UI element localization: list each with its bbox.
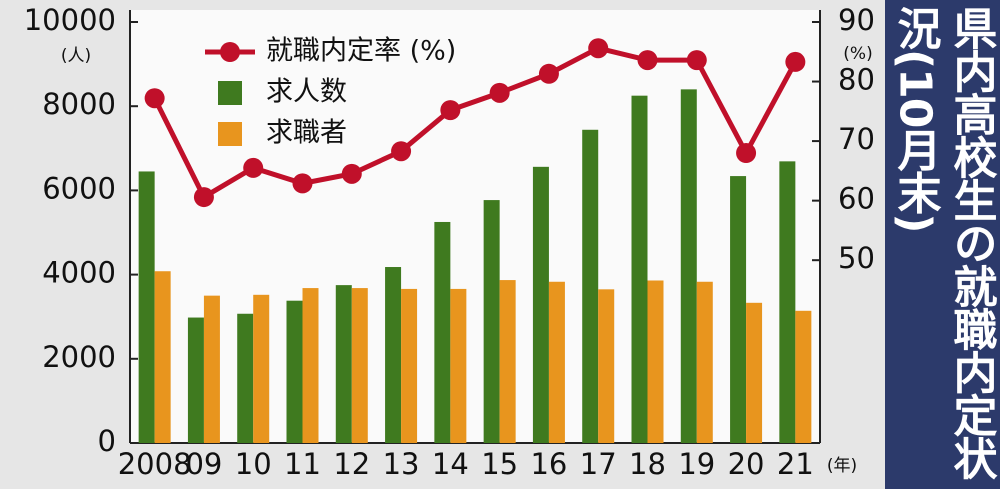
x-tick-label: 12 [333,447,370,481]
line-point [440,100,461,121]
bar [746,302,763,443]
bar [253,294,270,443]
line-point [489,82,510,103]
y-tick-label: 6000 [42,171,116,205]
bar [187,317,204,443]
bar [680,89,697,444]
x-tick-label: 11 [284,447,321,481]
y2-tick-label: 80 [838,63,875,97]
x-tick-label: 17 [580,447,617,481]
x-tick-label: 09 [185,447,222,481]
line-point [193,187,214,208]
line-point [588,38,609,59]
bar [779,161,796,443]
y-unit: (人) [61,46,91,66]
line-point [637,50,658,71]
x-tick-label: 18 [629,447,666,481]
legend-label: 求職者 [266,118,347,149]
bar [302,288,319,443]
legend-swatch [218,122,242,146]
bar [138,171,155,443]
y-tick-label: 8000 [42,87,116,121]
bar [598,289,615,443]
bar [532,166,549,443]
legend-marker [220,42,240,62]
x-tick-label: 20 [728,447,765,481]
plot-area [130,10,820,443]
bar [351,288,368,443]
line-point [341,163,362,184]
x-tick-label: 19 [678,447,715,481]
line-point [538,63,559,84]
legend-swatch [218,81,242,105]
line-point [292,173,313,194]
y2-unit: (%) [843,44,872,64]
x-tick-label: 2008 [118,447,192,481]
line-point [686,50,707,71]
y2-tick-label: 50 [838,241,875,275]
x-tick-label: 14 [432,447,469,481]
bar [499,280,516,443]
legend-label: 就職内定率 (%) [266,36,456,67]
bar [154,271,171,443]
bar [483,200,500,443]
y2-tick-label: 70 [838,122,875,156]
bar [696,281,713,443]
bar [647,280,664,443]
bar [548,281,565,443]
bar [434,221,451,443]
bar [385,267,402,443]
bar [286,300,303,443]
bar [450,288,467,443]
x-tick-label: 13 [383,447,420,481]
y-tick-label: 0 [98,424,116,458]
x-tick-label: 21 [777,447,814,481]
bar [401,288,418,443]
legend-label: 求人数 [266,77,347,108]
bar [582,129,599,443]
y-tick-label: 2000 [42,340,116,374]
line-point [736,143,757,164]
line-point [243,157,264,178]
line-point [391,141,412,162]
bar [631,95,648,444]
y2-tick-label: 60 [838,182,875,216]
x-tick-label: 10 [235,447,272,481]
bar [335,285,352,443]
bar [203,295,220,443]
chart-title: 県内高校生の就職内定状況(10月末) [885,0,1000,489]
line-point [785,51,806,72]
x-unit: (年) [827,456,857,476]
bar [730,176,747,443]
x-tick-label: 15 [481,447,518,481]
x-tick-label: 16 [530,447,567,481]
y2-tick-label: 90 [838,3,875,37]
chart: (人) (%) (年) 0 2000 4000 6000 8000 10000 50 60 70… [24,3,875,481]
bar [795,310,812,443]
y-tick-label: 10000 [24,3,116,37]
y-tick-label: 4000 [42,256,116,290]
line-point [144,88,165,109]
bar [237,313,254,443]
